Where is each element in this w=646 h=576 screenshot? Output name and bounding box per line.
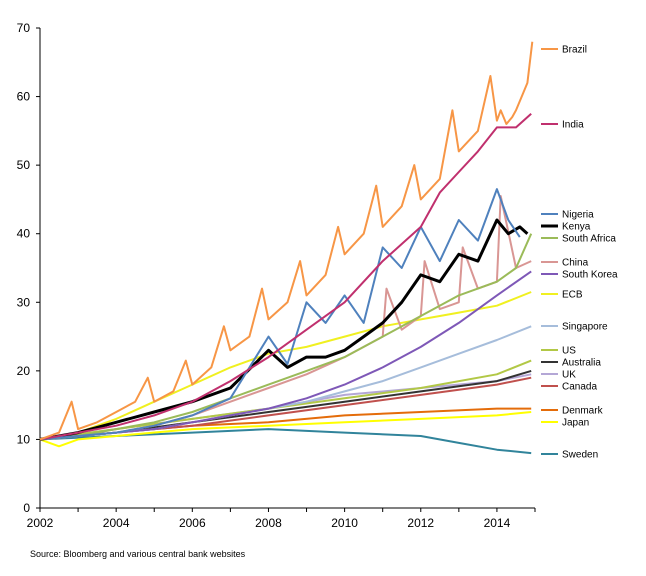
y-axis-ticks: 0 10 20 30 40 50 60 70 bbox=[17, 21, 40, 515]
x-tick-label: 2014 bbox=[484, 516, 511, 530]
series-line-sweden bbox=[39, 428, 532, 455]
series-line-brazil bbox=[39, 41, 534, 441]
y-tick-label: 60 bbox=[17, 90, 31, 104]
legend-label-south-africa: South Africa bbox=[562, 234, 616, 245]
y-tick-label: 70 bbox=[17, 21, 31, 35]
series-line-kenya bbox=[39, 218, 529, 441]
y-tick-label: 10 bbox=[17, 432, 31, 446]
legend-label-australia: Australia bbox=[562, 358, 601, 369]
legend-label-canada: Canada bbox=[562, 382, 597, 393]
x-tick-label: 2008 bbox=[255, 516, 282, 530]
plot-area: 0 10 20 30 40 50 60 70 2002 2004 2006 2008 2010 2012… bbox=[17, 21, 536, 530]
legend-label-japan: Japan bbox=[562, 418, 589, 429]
series-line-nigeria bbox=[39, 188, 521, 441]
legend-label-china: China bbox=[562, 258, 589, 269]
x-tick-label: 2002 bbox=[27, 516, 54, 530]
series-line-japan bbox=[39, 411, 532, 448]
series-line-china bbox=[39, 195, 532, 441]
y-tick-label: 30 bbox=[17, 295, 31, 309]
y-tick-label: 50 bbox=[17, 158, 31, 172]
x-tick-label: 2010 bbox=[331, 516, 358, 530]
legend-label-south-korea: South Korea bbox=[562, 270, 618, 281]
source-note: Source: Bloomberg and various central ba… bbox=[30, 549, 246, 559]
x-tick-label: 2012 bbox=[407, 516, 434, 530]
x-tick-label: 2006 bbox=[179, 516, 206, 530]
legend-label-singapore: Singapore bbox=[562, 322, 608, 333]
legend-label-uk: UK bbox=[562, 370, 576, 381]
y-tick-label: 40 bbox=[17, 227, 31, 241]
y-tick-label: 20 bbox=[17, 364, 31, 378]
series-line-south-africa bbox=[39, 233, 533, 441]
legend-label-us: US bbox=[562, 346, 576, 357]
legend-label-india: India bbox=[562, 120, 584, 131]
series-lines bbox=[39, 41, 534, 455]
series-line-ecb bbox=[39, 291, 532, 441]
x-tick-label: 2004 bbox=[103, 516, 130, 530]
series-line-india bbox=[39, 112, 532, 441]
legend-label-nigeria: Nigeria bbox=[562, 210, 594, 221]
x-axis-ticks: 2002 2004 2006 2008 2010 2012 2014 bbox=[27, 508, 536, 530]
legend-label-brazil: Brazil bbox=[562, 45, 587, 56]
y-tick-label: 0 bbox=[23, 501, 30, 515]
legend-label-sweden: Sweden bbox=[562, 450, 598, 461]
series-line-us bbox=[39, 359, 532, 441]
legend-label-ecb: ECB bbox=[562, 290, 583, 301]
legend-label-denmark: Denmark bbox=[562, 406, 604, 417]
legend-label-kenya: Kenya bbox=[562, 222, 591, 233]
